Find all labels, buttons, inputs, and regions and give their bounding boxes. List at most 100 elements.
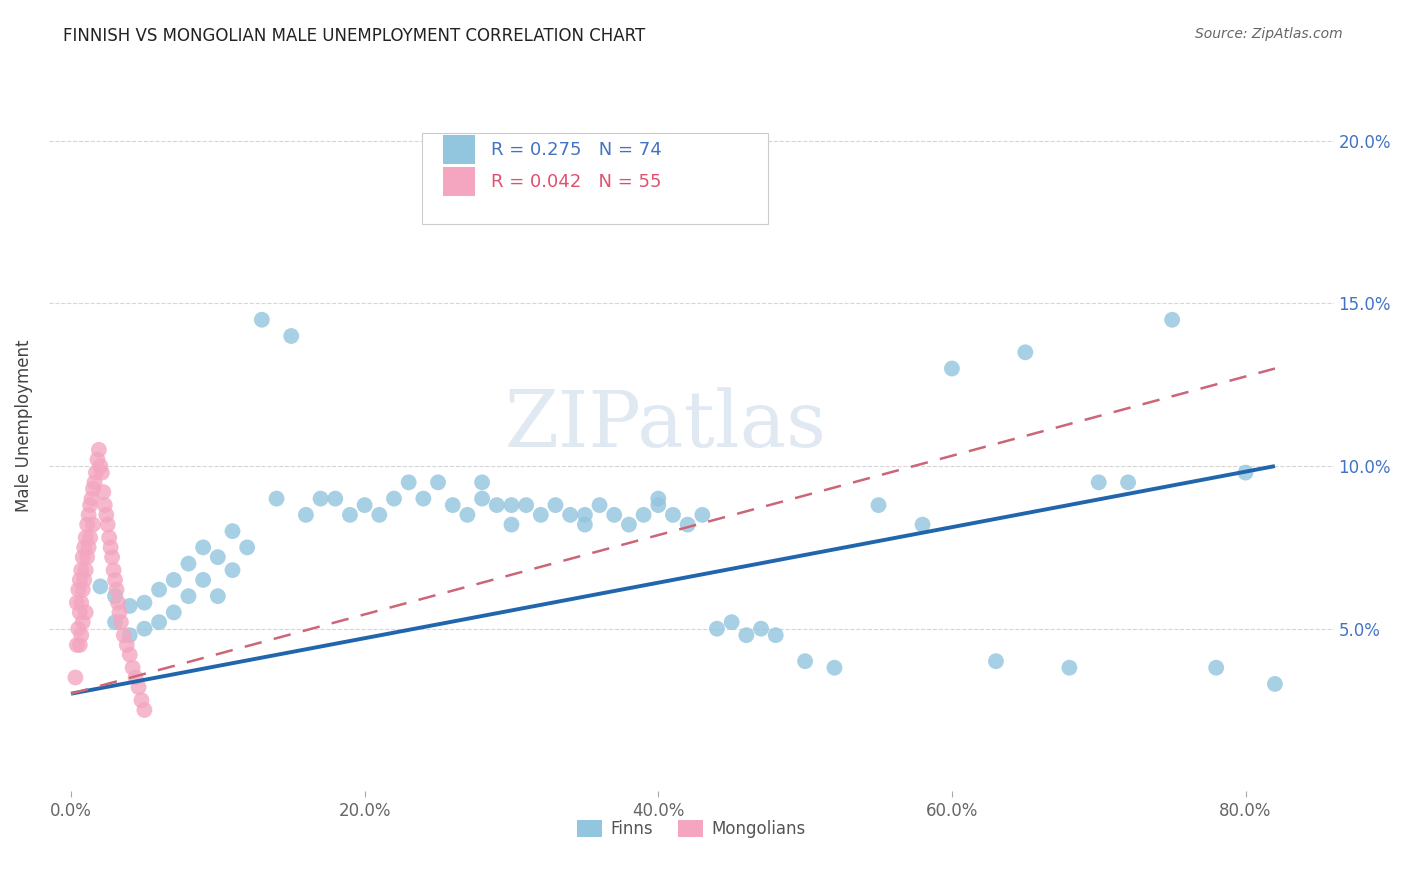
Point xyxy=(104,573,127,587)
Point xyxy=(77,541,100,555)
Point xyxy=(588,498,610,512)
Point xyxy=(75,563,97,577)
Point xyxy=(221,563,243,577)
Point xyxy=(574,508,596,522)
Point xyxy=(67,622,90,636)
Point xyxy=(134,703,156,717)
Point xyxy=(75,531,97,545)
Point xyxy=(662,508,685,522)
Text: FINNISH VS MONGOLIAN MALE UNEMPLOYMENT CORRELATION CHART: FINNISH VS MONGOLIAN MALE UNEMPLOYMENT C… xyxy=(63,27,645,45)
Point xyxy=(706,622,728,636)
Point xyxy=(1087,475,1109,490)
Point xyxy=(70,596,93,610)
Point xyxy=(86,452,108,467)
Point xyxy=(1059,661,1081,675)
Point xyxy=(676,517,699,532)
Point xyxy=(90,466,112,480)
Point xyxy=(134,622,156,636)
Point xyxy=(177,557,200,571)
Point xyxy=(107,596,129,610)
FancyBboxPatch shape xyxy=(443,135,475,164)
Point xyxy=(544,498,567,512)
Point xyxy=(67,582,90,597)
Point xyxy=(207,589,229,603)
Point xyxy=(412,491,434,506)
Point xyxy=(1205,661,1227,675)
Point xyxy=(118,628,141,642)
Point xyxy=(692,508,714,522)
Point xyxy=(207,550,229,565)
Point xyxy=(266,491,288,506)
Point xyxy=(515,498,537,512)
Point xyxy=(911,517,934,532)
Point xyxy=(647,491,669,506)
Point xyxy=(177,589,200,603)
Point xyxy=(104,589,127,603)
Point xyxy=(353,498,375,512)
Point xyxy=(485,498,508,512)
Point xyxy=(110,615,132,630)
Point xyxy=(530,508,553,522)
Point xyxy=(84,466,107,480)
Text: R = 0.275   N = 74: R = 0.275 N = 74 xyxy=(491,141,662,159)
Point xyxy=(1161,312,1184,326)
Point xyxy=(148,582,170,597)
Point xyxy=(73,541,96,555)
Point xyxy=(191,541,214,555)
Point xyxy=(280,329,302,343)
Point xyxy=(941,361,963,376)
Point xyxy=(749,622,772,636)
Point xyxy=(339,508,361,522)
Point xyxy=(82,482,104,496)
Text: R = 0.042   N = 55: R = 0.042 N = 55 xyxy=(491,173,661,191)
Point xyxy=(131,693,153,707)
Point xyxy=(236,541,259,555)
Point xyxy=(501,517,523,532)
Point xyxy=(441,498,464,512)
Point xyxy=(163,606,186,620)
Point xyxy=(984,654,1007,668)
Point xyxy=(72,615,94,630)
Point xyxy=(456,508,478,522)
Point xyxy=(309,491,332,506)
Point xyxy=(323,491,346,506)
Point xyxy=(77,508,100,522)
Point xyxy=(163,573,186,587)
Point xyxy=(1264,677,1286,691)
Point xyxy=(97,517,120,532)
Point xyxy=(368,508,391,522)
Point xyxy=(398,475,420,490)
Point xyxy=(79,498,101,512)
Point xyxy=(105,582,128,597)
Text: ZIPatlas: ZIPatlas xyxy=(505,387,827,463)
FancyBboxPatch shape xyxy=(422,133,769,224)
Point xyxy=(295,508,318,522)
Point xyxy=(471,491,494,506)
Point xyxy=(75,606,97,620)
Point xyxy=(427,475,450,490)
Point xyxy=(221,524,243,538)
Point xyxy=(79,531,101,545)
Point xyxy=(250,312,273,326)
Point xyxy=(633,508,655,522)
Y-axis label: Male Unemployment: Male Unemployment xyxy=(15,339,32,512)
Point xyxy=(82,517,104,532)
Point xyxy=(382,491,405,506)
Point xyxy=(94,498,117,512)
Point xyxy=(735,628,758,642)
Point xyxy=(148,615,170,630)
Point xyxy=(823,661,845,675)
Point xyxy=(108,606,131,620)
Point xyxy=(617,517,640,532)
Point xyxy=(69,573,91,587)
Point xyxy=(83,475,105,490)
Point xyxy=(1234,466,1257,480)
Point xyxy=(112,628,135,642)
Point xyxy=(91,485,114,500)
Point xyxy=(65,670,87,684)
Text: Source: ZipAtlas.com: Source: ZipAtlas.com xyxy=(1195,27,1343,41)
Point xyxy=(73,573,96,587)
Point xyxy=(69,606,91,620)
Point xyxy=(118,599,141,613)
Legend: Finns, Mongolians: Finns, Mongolians xyxy=(571,814,813,845)
